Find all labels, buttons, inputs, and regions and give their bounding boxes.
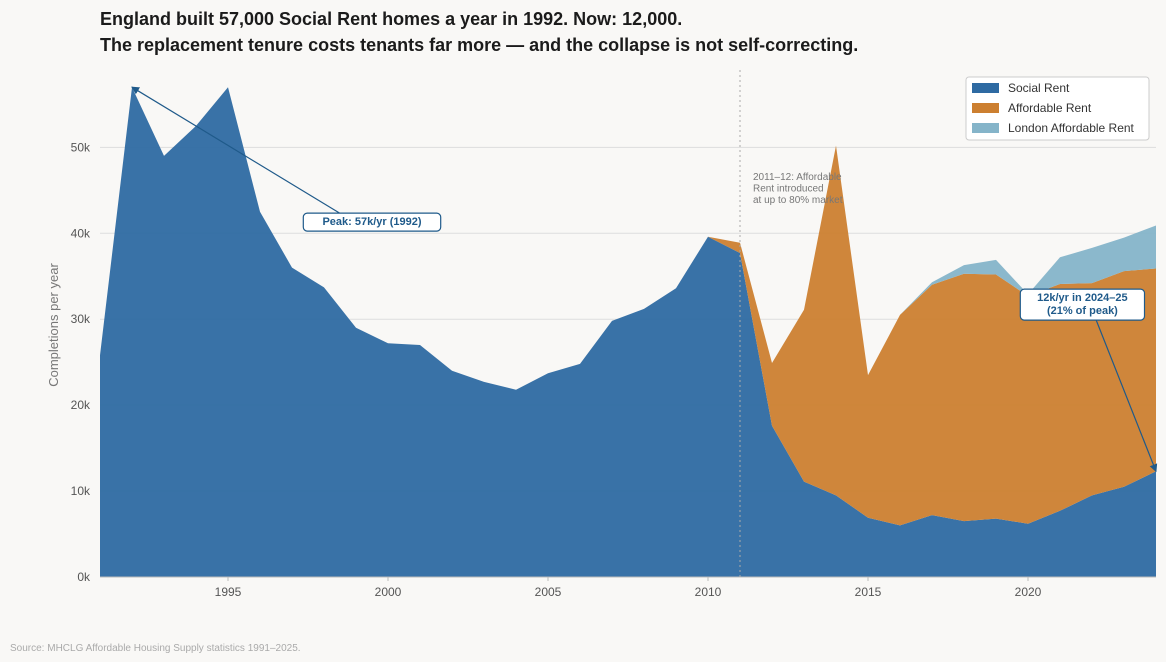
callout-text-0-0: Peak: 57k/yr (1992): [322, 216, 421, 228]
legend-label-1: Affordable Rent: [1008, 101, 1092, 115]
callout-text-1-1: (21% of peak): [1047, 305, 1118, 317]
x-tick-label-2: 2005: [535, 585, 562, 599]
y-tick-label-2: 20k: [71, 398, 91, 412]
callout-box-0: [302, 212, 442, 232]
area-series-1: [100, 87, 1156, 526]
legend-swatch-1: [972, 103, 999, 113]
legend-swatch-0: [972, 83, 999, 93]
legend-label-0: Social Rent: [1008, 81, 1070, 95]
callout-arrow-1: [1094, 317, 1158, 473]
x-tick-label-1: 2000: [375, 585, 402, 599]
y-tick-label-0: 0k: [77, 570, 91, 584]
chart-subtitle: The replacement tenure costs tenants far…: [100, 35, 858, 55]
callout-box-1: [1019, 288, 1146, 321]
y-tick-label-1: 10k: [71, 484, 91, 498]
legend-label-2: London Affordable Rent: [1008, 121, 1135, 135]
callout-text-1-0: 12k/yr in 2024–25: [1037, 292, 1128, 304]
x-tick-label-3: 2010: [695, 585, 722, 599]
y-tick-label-4: 40k: [71, 226, 91, 240]
plot-areas: [100, 87, 1156, 577]
legend-swatch-2: [972, 123, 999, 133]
y-axis-label: Completions per year: [46, 263, 61, 387]
legend-box: [965, 76, 1150, 141]
source-note: Source: MHCLG Affordable Housing Supply …: [10, 643, 301, 654]
callout-arrow-0: [131, 86, 342, 215]
policy-note-line-0: 2011–12: Affordable: [753, 172, 842, 183]
x-tick-label-5: 2020: [1015, 585, 1042, 599]
y-tick-label-5: 50k: [71, 140, 91, 154]
axes: 0k 10k 20k 30k 40k 50k 1995 2000 2005 2010 2015 202…: [71, 140, 1156, 599]
y-tick-label-3: 30k: [71, 312, 91, 326]
area-series-0: [100, 87, 1156, 577]
x-tick-label-0: 1995: [215, 585, 242, 599]
chart-title: England built 57,000 Social Rent homes a…: [100, 9, 682, 29]
policy-note-line-2: at up to 80% market: [753, 195, 843, 206]
x-tick-label-4: 2015: [855, 585, 882, 599]
legend: Social Rent Affordable Rent London Afforda…: [965, 76, 1150, 141]
policy-note-line-1: Rent introduced: [753, 184, 824, 195]
